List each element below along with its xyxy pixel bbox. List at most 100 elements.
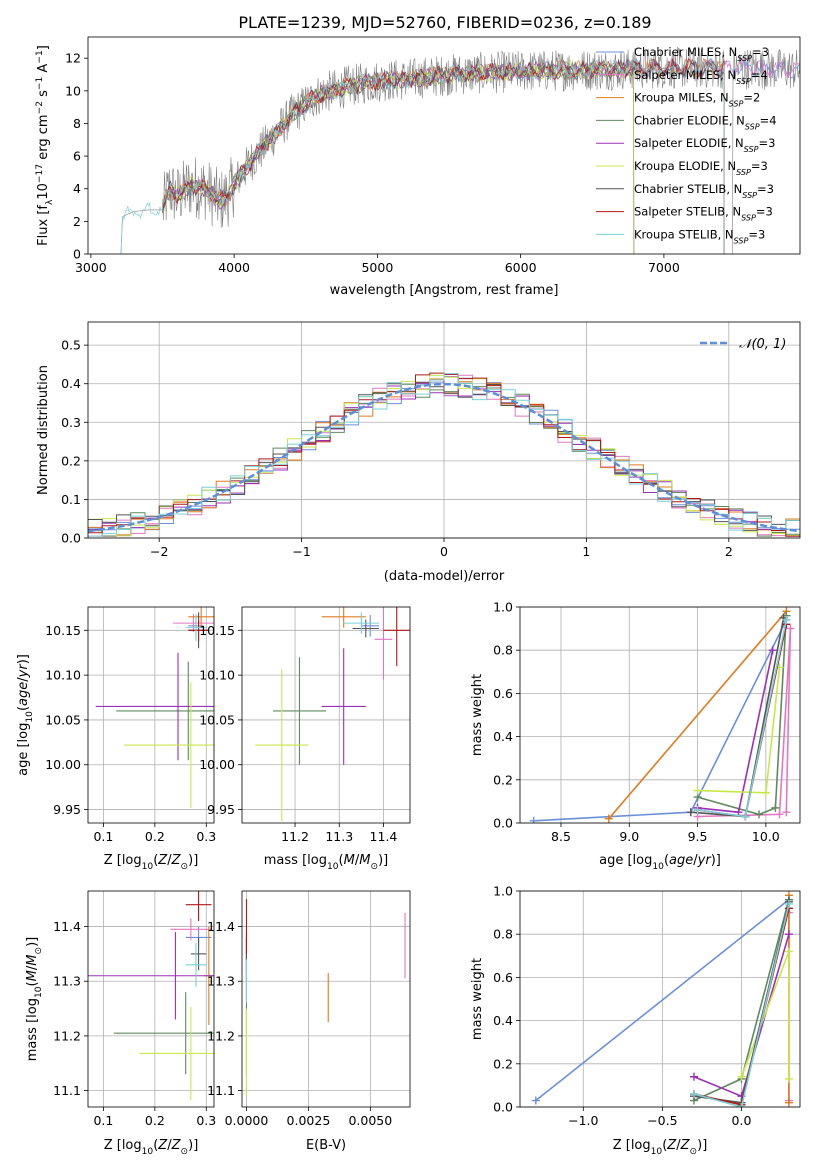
age-mass-x-label-part: (: [339, 853, 344, 868]
y-tick-label: 10.05: [199, 712, 235, 727]
y-tick-label: 0.8: [493, 643, 513, 658]
legend-label: Chabrier ELODIE, NSSP=4: [634, 113, 777, 130]
error-bar-point: [343, 612, 380, 634]
x-tick-label: 1: [582, 544, 590, 559]
age-Z-x-label-part: Z: [157, 853, 168, 868]
figure-title: PLATE=1239, MJD=52760, FIBERID=0236, z=0…: [238, 13, 651, 32]
spectrum-y-label-part: λ: [45, 199, 55, 205]
x-tick-label: 9.5: [688, 829, 708, 844]
y-tick-label: 0.0: [493, 1100, 513, 1115]
error-bar-point: [185, 614, 207, 642]
mass-vs-reddening-panel: 0.0000 0.0025 0.0050 11.1 11.2 11.3 11.4 E(B-V): [207, 890, 411, 1153]
error-bar-point: [361, 615, 380, 637]
y-tick-label: 11.4: [53, 919, 81, 934]
age-mass-x-label-part: )]: [378, 853, 388, 868]
legend-label: Salpeter ELODIE, NSSP=3: [634, 136, 775, 154]
mass-weight-marker: [741, 812, 750, 821]
mass-Z-x-label-part: (: [153, 1138, 158, 1153]
y-tick-label: 4: [73, 181, 81, 196]
mass-weight-marker: [686, 808, 695, 817]
plot-area: [88, 372, 800, 537]
x-tick-label: −1: [292, 544, 310, 559]
y-tick-label: 0.2: [493, 1056, 513, 1071]
x-tick-label: −1.0: [568, 1113, 598, 1128]
legend-label-part: Salpeter ELODIE, N: [634, 136, 744, 150]
mass-weight-marker: [737, 1103, 746, 1107]
legend-label-part: SSP: [736, 76, 751, 85]
weight-Z-x-label-part: /: [676, 1138, 681, 1153]
y-tick-label: 10.15: [199, 623, 235, 638]
weight-age-x-label: age [log10(age/yr)]: [599, 853, 721, 872]
mass-weight-series: [693, 611, 791, 819]
age-mass-x-label-part: ⊙: [370, 862, 378, 872]
mass-weight-marker: [784, 930, 793, 939]
normal-legend-label: 𝒩(0, 1): [739, 337, 786, 352]
mass-Z-x-label: Z [log10(Z/Z⊙)]: [104, 1138, 199, 1157]
age-Z-y-label-part: g: [16, 690, 31, 698]
weight-Z-x-label: Z [log10(Z/Z⊙)]: [613, 1138, 708, 1157]
error-bar-point: [139, 1006, 214, 1100]
age-Z-y-label-part: 10: [25, 711, 35, 723]
age-mass-x-label-part: M: [359, 853, 370, 868]
y-tick-label: 0.2: [61, 453, 81, 468]
legend-label-part: SSP: [741, 213, 756, 222]
y-tick-label: 1.0: [493, 884, 513, 899]
spectrum-y-label-part: A: [36, 64, 51, 77]
legend-label: Kroupa STELIB, NSSP=3: [634, 227, 765, 245]
spectrum-y-label-part: −17: [35, 164, 45, 183]
mass-weight-marker: [604, 814, 613, 823]
mass-weight-marker: [784, 1074, 793, 1083]
x-tick-label: 6000: [505, 260, 537, 275]
mass-Z-y-label-part: /: [25, 965, 40, 970]
x-tick-label: 0.3: [196, 1113, 216, 1128]
legend-label-part: Chabrier ELODIE, N: [634, 113, 745, 127]
legend-label-part: Kroupa STELIB, N: [634, 227, 734, 241]
axis-layer: 8.5 9.0 9.5 10.0 0.0 0.2 0.4 0.6 0.8 1.0 age [log1…: [470, 600, 801, 872]
x-tick-label: −0.5: [647, 1113, 677, 1128]
weight-Z-x-label-part: Z [log: [613, 1138, 651, 1153]
mass-weight-line: [740, 951, 790, 1079]
legend-label: Kroupa ELODIE, NSSP=3: [634, 159, 768, 177]
mass-weight-marker: [784, 947, 793, 956]
y-tick-label: 11.2: [53, 1028, 81, 1043]
error-bar-point: [352, 619, 380, 638]
plot-area: [529, 607, 795, 823]
legend-label-part: Kroupa ELODIE, N: [634, 159, 736, 173]
y-tick-label: 11.1: [53, 1083, 81, 1098]
x-tick-label: 2: [725, 544, 733, 559]
x-tick-label: 0.2: [145, 1113, 165, 1128]
weight-Z-x-label-part: Z: [680, 1138, 691, 1153]
mass-Z-x-label-part: Z: [171, 1138, 182, 1153]
error-bar-point: [272, 657, 326, 765]
legend-label: Salpeter STELIB, NSSP=3: [634, 205, 773, 223]
mass-Z-y-label-part: mass [log: [25, 998, 40, 1061]
y-tick-label: 11.3: [207, 974, 235, 989]
y-tick-label: 12: [65, 51, 81, 66]
mass-weight-series: [690, 899, 793, 1107]
y-tick-label: 0.4: [493, 729, 513, 744]
weight-Z-x-label-part: (: [662, 1138, 667, 1153]
axes-frame: [241, 890, 411, 1108]
weight-age-y-label: mass weight: [470, 674, 485, 756]
error-bar-point: [170, 918, 212, 941]
mass-weight-marker: [693, 806, 702, 815]
age-vs-mass-panel: 11.2 11.3 11.4 9.95 10.00 10.05 10.10 10.15 mass…: [199, 606, 411, 872]
x-tick-label: 3000: [75, 260, 107, 275]
x-tick-label: 0.0050: [348, 1113, 392, 1128]
y-tick-label: 0.4: [61, 376, 81, 391]
age-Z-y-label-part: )]: [16, 654, 31, 664]
age-Z-y-label-part: r: [16, 663, 31, 670]
mass-weight-marker: [755, 810, 764, 819]
x-tick-label: 11.3: [325, 829, 353, 844]
mass-weight-marker: [761, 788, 770, 797]
error-bar-point: [185, 942, 207, 987]
residuals-y-label: Normed distribution: [36, 365, 51, 495]
model-spectrum-line: [162, 58, 725, 254]
y-tick-label: 0.1: [61, 492, 81, 507]
y-tick-label: 10: [65, 83, 81, 98]
weight-age-x-label-part: )]: [711, 853, 721, 868]
axes-frame: [87, 36, 801, 255]
error-bar-point: [185, 891, 212, 922]
y-tick-label: 10.05: [45, 712, 81, 727]
